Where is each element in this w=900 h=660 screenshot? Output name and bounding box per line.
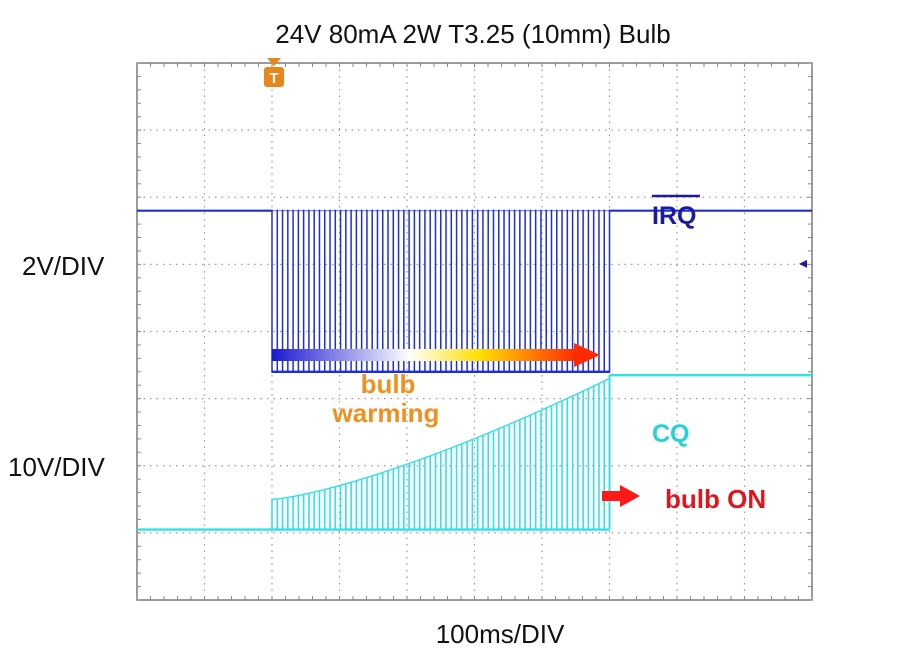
xlabel: 100ms/DIV — [436, 619, 565, 649]
bulb-on-label: bulb ON — [665, 484, 766, 514]
warming-label-line1: bulb — [361, 369, 416, 399]
irq-label: IRQ — [652, 202, 696, 230]
trigger-marker: T — [264, 58, 284, 87]
warming-arrow — [272, 343, 600, 367]
trigger-label: T — [269, 70, 278, 87]
cq-envelope — [271, 377, 610, 500]
ylabel-ch1: 2V/DIV — [22, 251, 105, 281]
irq-series-label: IRQ — [652, 194, 700, 230]
bulb-on-arrow — [602, 485, 640, 507]
ylabel-ch2: 10V/DIV — [8, 452, 105, 482]
cq-label: CQ — [652, 420, 690, 448]
chart-title: 24V 80mA 2W T3.25 (10mm) Bulb — [275, 19, 670, 49]
plot-frame — [136, 62, 813, 601]
irq-ground-marker: ◂ — [799, 253, 807, 272]
cq-trace — [137, 373, 812, 531]
plot-area — [136, 62, 813, 601]
warming-label-line2: warming — [332, 398, 440, 428]
